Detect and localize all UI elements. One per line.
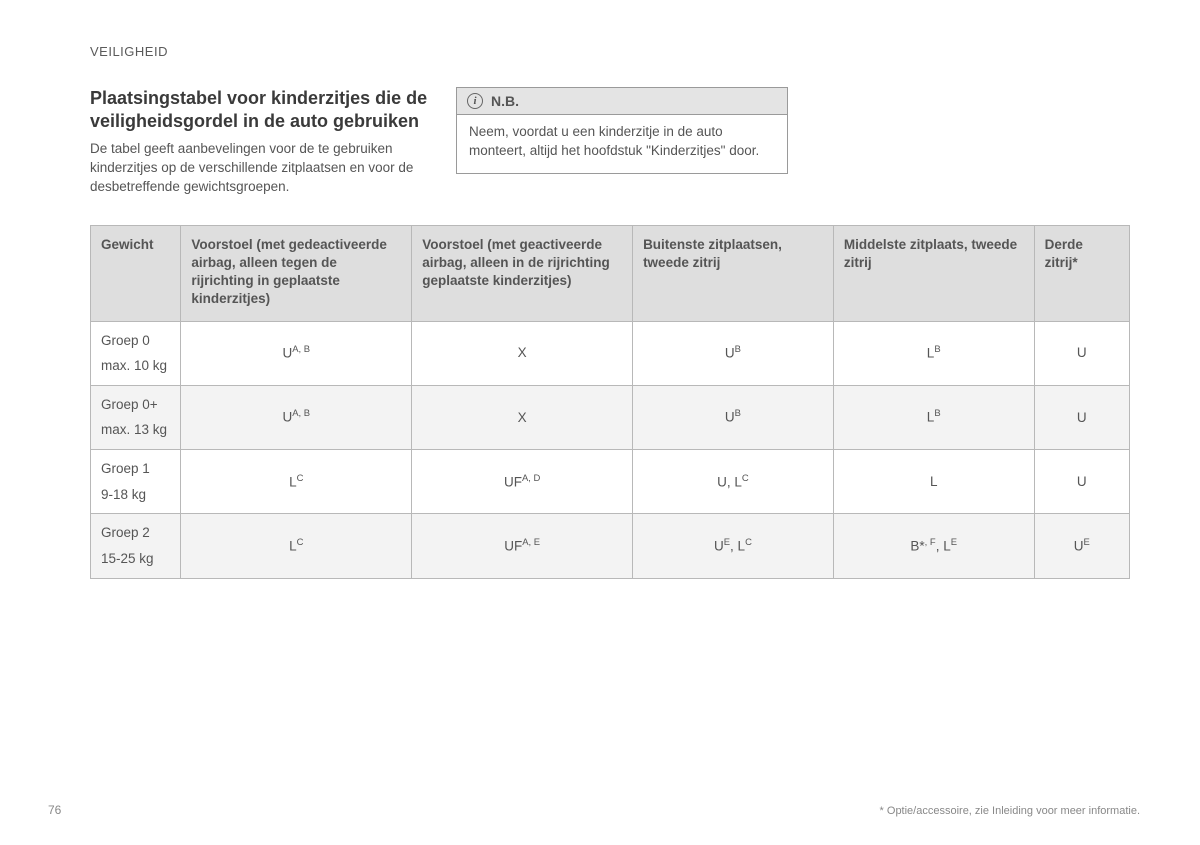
weight-cell: Groep 0+max. 13 kg — [91, 385, 181, 449]
value-cell: LC — [181, 514, 412, 578]
table-row: Groep 19-18 kgLCUFA, DU, LCLU — [91, 450, 1130, 514]
table-header: Gewicht — [91, 225, 181, 321]
value-cell: UB — [633, 385, 834, 449]
table-header: Voorstoel (met geactiveerde airbag, alle… — [412, 225, 633, 321]
value-cell: LB — [833, 321, 1034, 385]
weight-cell: Groep 0max. 10 kg — [91, 321, 181, 385]
info-icon: i — [467, 93, 483, 109]
table-header: Buitenste zitplaatsen, tweede zitrij — [633, 225, 834, 321]
value-cell: UB — [633, 321, 834, 385]
value-cell: B*, F, LE — [833, 514, 1034, 578]
note-box: i N.B. Neem, voordat u een kinderzitje i… — [456, 87, 788, 174]
section-header: VEILIGHEID — [90, 44, 1130, 59]
value-cell: L — [833, 450, 1034, 514]
value-cell: LC — [181, 450, 412, 514]
value-cell: U — [1034, 385, 1129, 449]
value-cell: U — [1034, 450, 1129, 514]
table-header: Middelste zitplaats, tweede zitrij — [833, 225, 1034, 321]
weight-cell: Groep 19-18 kg — [91, 450, 181, 514]
footnote: * Optie/accessoire, zie Inleiding voor m… — [880, 805, 1140, 817]
value-cell: UE — [1034, 514, 1129, 578]
value-cell: UA, B — [181, 321, 412, 385]
table-header: Voorstoel (met gedeactiveerde airbag, al… — [181, 225, 412, 321]
seat-table: GewichtVoorstoel (met gedeactiveerde air… — [90, 225, 1130, 579]
value-cell: UFA, E — [412, 514, 633, 578]
value-cell: U, LC — [633, 450, 834, 514]
value-cell: X — [412, 321, 633, 385]
value-cell: LB — [833, 385, 1034, 449]
note-title: N.B. — [491, 93, 519, 109]
table-row: Groep 0+max. 13 kgUA, BXUBLBU — [91, 385, 1130, 449]
value-cell: UFA, D — [412, 450, 633, 514]
table-row: Groep 0max. 10 kgUA, BXUBLBU — [91, 321, 1130, 385]
intro-title: Plaatsingstabel voor kinderzitjes die de… — [90, 87, 430, 132]
intro-body: De tabel geeft aanbevelingen voor de te … — [90, 140, 430, 197]
value-cell: UA, B — [181, 385, 412, 449]
note-body: Neem, voordat u een kinderzitje in de au… — [457, 115, 787, 173]
table-row: Groep 215-25 kgLCUFA, EUE, LCB*, F, LEUE — [91, 514, 1130, 578]
weight-cell: Groep 215-25 kg — [91, 514, 181, 578]
table-header: Derde zitrij* — [1034, 225, 1129, 321]
value-cell: UE, LC — [633, 514, 834, 578]
value-cell: X — [412, 385, 633, 449]
intro-row: Plaatsingstabel voor kinderzitjes die de… — [90, 87, 1130, 197]
value-cell: U — [1034, 321, 1129, 385]
page-number: 76 — [48, 803, 61, 817]
